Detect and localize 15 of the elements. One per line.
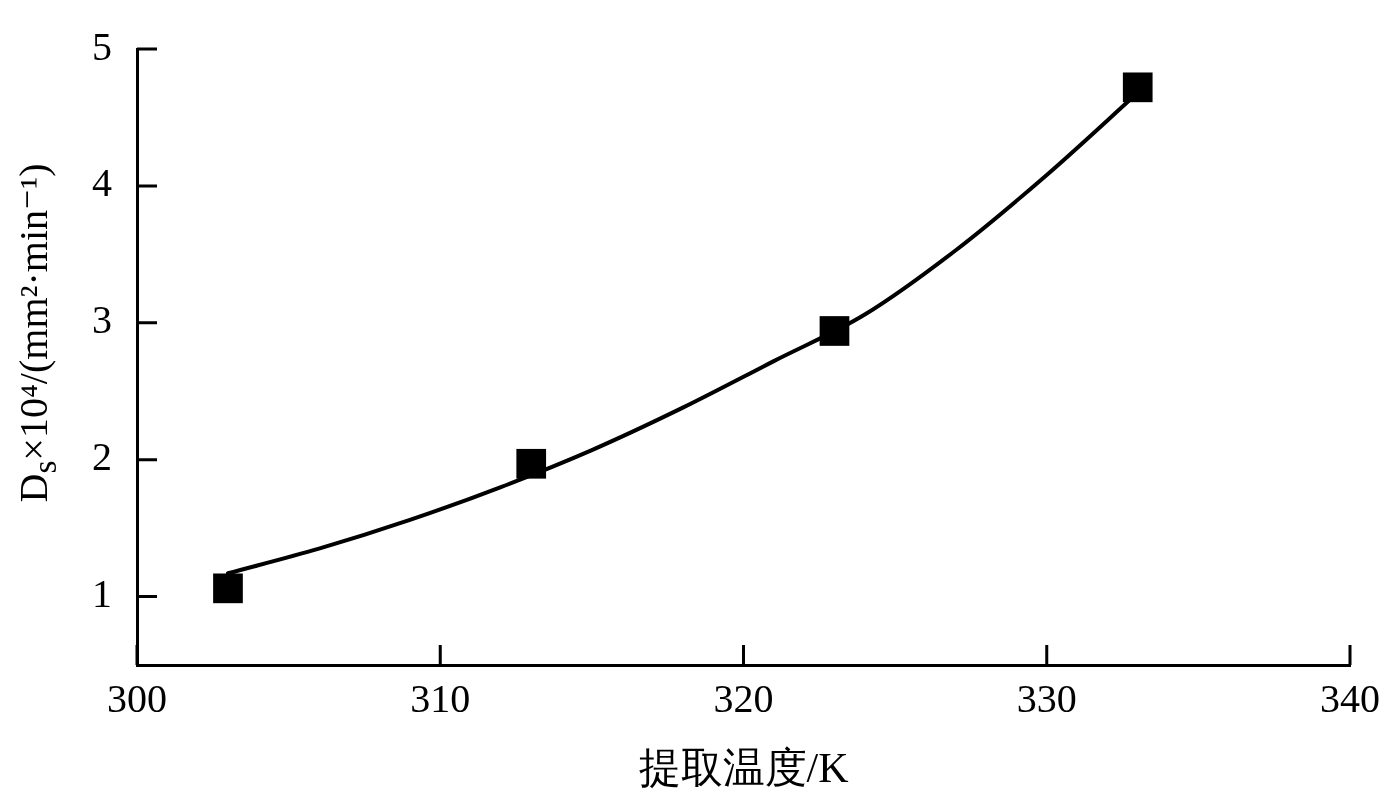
x-tick-label: 340 <box>1320 675 1380 721</box>
y-tick-label: 2 <box>92 434 112 480</box>
y-tick-label: 5 <box>92 23 112 69</box>
y-tick-label: 4 <box>92 160 112 206</box>
x-tick-label: 300 <box>107 675 167 721</box>
x-tick-label: 330 <box>1016 675 1077 721</box>
point <box>1122 72 1153 103</box>
x-tick-label: 320 <box>713 675 774 721</box>
y-tick-label: 1 <box>92 571 112 617</box>
point <box>213 573 243 604</box>
point <box>819 316 850 346</box>
x-tick-label: 310 <box>410 675 471 721</box>
point <box>516 448 547 479</box>
y-tick-label: 3 <box>92 297 112 343</box>
x-axis-title: 提取温度/K <box>638 744 849 791</box>
